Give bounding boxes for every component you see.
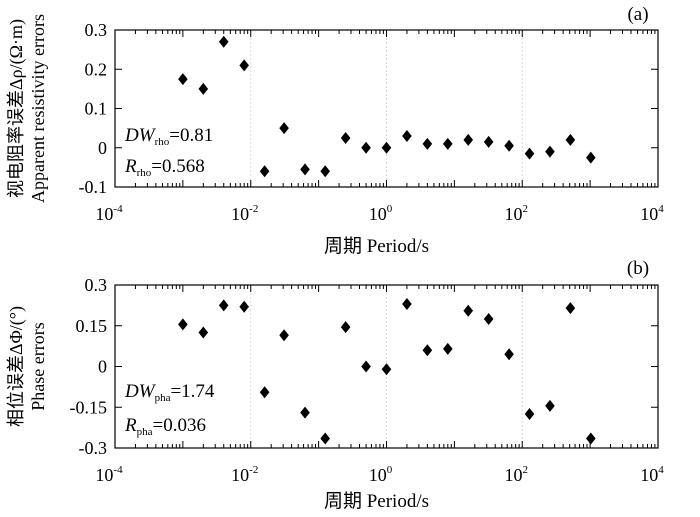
stat-text: Rpha=0.036 bbox=[124, 415, 206, 438]
y-axis-label-en: Phase errors bbox=[28, 322, 48, 410]
data-point bbox=[442, 342, 453, 355]
data-point bbox=[198, 82, 209, 95]
panel-label: (b) bbox=[627, 258, 649, 279]
stat-text: Rrho=0.568 bbox=[124, 156, 205, 179]
data-point bbox=[178, 73, 188, 86]
data-point bbox=[565, 302, 576, 315]
data-point bbox=[545, 145, 555, 158]
data-point bbox=[565, 133, 576, 146]
x-tick-label: 102 bbox=[505, 464, 529, 485]
data-point bbox=[218, 299, 229, 312]
y-tick-label: 0.15 bbox=[76, 316, 108, 336]
data-point bbox=[381, 141, 392, 154]
stat-text: DWrho=0.81 bbox=[124, 125, 213, 148]
data-point bbox=[463, 133, 474, 146]
data-point bbox=[340, 131, 351, 144]
data-point bbox=[340, 321, 351, 334]
data-point bbox=[422, 137, 433, 150]
data-point bbox=[259, 386, 270, 399]
data-point bbox=[524, 147, 535, 160]
data-point bbox=[463, 304, 474, 317]
data-point bbox=[361, 360, 371, 373]
x-tick-label: 102 bbox=[505, 203, 529, 224]
data-point bbox=[300, 163, 310, 176]
y-tick-label: -0.3 bbox=[79, 438, 108, 458]
data-point bbox=[279, 122, 289, 135]
chart-panel-b: 10-4 10-2 100 102 104 0.3 0.15 0 -0.15 -0.3 (b) DWp… bbox=[6, 258, 664, 512]
x-axis-label: 周期 Period/s bbox=[324, 235, 429, 257]
y-tick-label: 0.1 bbox=[85, 99, 108, 119]
x-tick-label: 104 bbox=[640, 203, 664, 224]
data-point bbox=[300, 406, 310, 419]
x-tick-label: 10-2 bbox=[231, 203, 258, 224]
data-point bbox=[178, 318, 188, 331]
data-point bbox=[483, 135, 494, 148]
panel-label: (a) bbox=[627, 4, 648, 25]
stat-text: DWpha=1.74 bbox=[124, 381, 215, 404]
data-point bbox=[586, 151, 596, 164]
x-tick-label: 100 bbox=[369, 203, 393, 224]
y-tick-label: 0.3 bbox=[85, 275, 108, 295]
data-point bbox=[504, 348, 514, 361]
data-point bbox=[524, 408, 535, 421]
x-tick-label: 100 bbox=[369, 464, 393, 485]
data-point bbox=[218, 35, 229, 48]
y-tick-label: 0.3 bbox=[85, 20, 108, 40]
data-point bbox=[320, 432, 331, 445]
data-point bbox=[239, 300, 249, 313]
y-tick-label: -0.1 bbox=[79, 177, 108, 197]
data-point bbox=[381, 363, 392, 376]
y-axis-label-en: Apparent resistivity errors bbox=[28, 14, 48, 203]
data-point bbox=[483, 312, 494, 325]
data-point bbox=[198, 326, 209, 339]
data-point bbox=[239, 59, 249, 72]
x-tick-label: 10-4 bbox=[95, 203, 123, 224]
y-axis-label-cn: 视电阻率误差Δρ/(Ω·m) bbox=[6, 19, 27, 198]
data-point bbox=[545, 399, 555, 412]
data-point bbox=[422, 344, 433, 357]
y-axis-label-cn: 相位误差ΔΦ/(°) bbox=[6, 306, 27, 427]
data-point bbox=[402, 298, 412, 311]
x-tick-label: 10-2 bbox=[231, 464, 258, 485]
y-tick-label: -0.15 bbox=[70, 397, 108, 417]
y-tick-label: 0 bbox=[98, 138, 107, 158]
data-point bbox=[279, 329, 289, 342]
data-point bbox=[504, 139, 514, 152]
data-point bbox=[402, 129, 412, 142]
data-point bbox=[442, 137, 453, 150]
y-tick-label: 0.2 bbox=[85, 59, 108, 79]
data-point bbox=[320, 165, 331, 178]
x-tick-label: 104 bbox=[640, 464, 664, 485]
x-axis-label: 周期 Period/s bbox=[324, 490, 429, 512]
x-tick-label: 10-4 bbox=[95, 464, 123, 485]
chart-panel-a: 10-4 10-2 100 102 104 0.3 0.2 0.1 0 -0.1 (a) DWrho=… bbox=[6, 4, 664, 257]
data-point bbox=[586, 432, 596, 445]
data-point bbox=[361, 141, 371, 154]
y-tick-label: 0 bbox=[98, 357, 107, 377]
data-point bbox=[259, 165, 270, 178]
